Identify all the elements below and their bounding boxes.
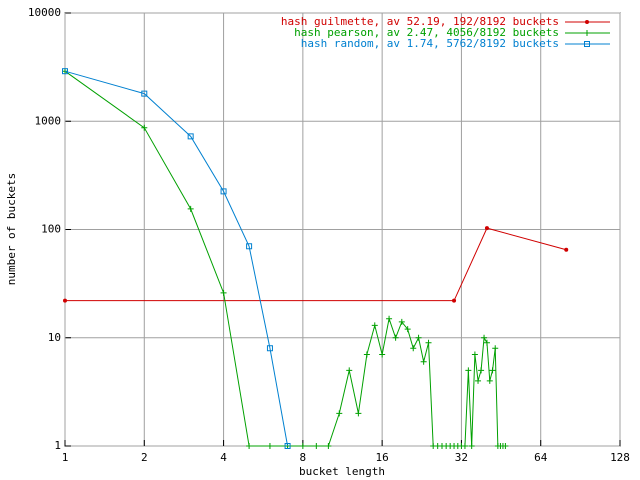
legend-label: hash pearson, av 2.47, 4056/8192 buckets: [294, 26, 559, 39]
point-marker: [502, 443, 509, 449]
point-marker: [425, 339, 432, 346]
point-marker: [299, 443, 306, 449]
point-marker: [266, 443, 273, 449]
point-marker: [483, 339, 490, 346]
point-marker: [452, 298, 457, 303]
point-marker: [355, 410, 362, 417]
point-marker: [410, 345, 417, 352]
point-marker: [62, 68, 68, 75]
y-tick-label: 100: [41, 223, 61, 236]
point-marker: [363, 351, 370, 358]
y-tick-label: 10: [48, 331, 61, 344]
point-marker: [386, 315, 393, 322]
point-marker: [141, 124, 148, 131]
point-marker: [187, 205, 194, 212]
point-marker: [484, 226, 489, 231]
point-marker: [564, 247, 569, 252]
point-marker: [346, 367, 353, 374]
series-line: [64, 70, 506, 447]
series-line: [65, 227, 567, 302]
x-tick-label: 2: [141, 451, 148, 464]
legend-label: hash random, av 1.74, 5762/8192 buckets: [301, 37, 559, 50]
point-marker: [379, 351, 386, 358]
x-tick-label: 8: [300, 451, 307, 464]
point-marker: [371, 322, 378, 329]
point-marker: [404, 326, 411, 333]
point-marker: [584, 41, 590, 47]
point-marker: [63, 298, 67, 303]
point-marker: [465, 367, 472, 374]
point-marker: [471, 351, 478, 358]
point-marker: [481, 334, 488, 341]
point-marker: [246, 443, 253, 449]
y-axis-label: number of buckets: [5, 173, 18, 286]
point-marker: [584, 30, 590, 36]
point-marker: [284, 443, 291, 449]
point-marker: [478, 367, 485, 374]
point-marker: [313, 443, 320, 449]
legend-label: hash guilmette, av 52.19, 192/8192 bucke…: [281, 15, 559, 28]
point-marker: [392, 334, 399, 341]
point-marker: [475, 377, 482, 384]
point-marker: [489, 367, 496, 374]
x-axis-label: bucket length: [299, 465, 385, 478]
point-marker: [398, 318, 405, 325]
y-tick-label: 1000: [35, 114, 62, 127]
y-tick-label: 10000: [28, 6, 61, 19]
point-marker: [336, 410, 343, 417]
point-marker: [585, 20, 589, 24]
point-marker: [220, 289, 227, 296]
point-marker: [220, 188, 227, 195]
x-tick-label: 1: [62, 451, 69, 464]
point-marker: [420, 358, 427, 365]
point-marker: [187, 133, 194, 140]
point-marker: [415, 334, 422, 341]
series-line: [64, 70, 289, 447]
x-tick-label: 64: [534, 451, 548, 464]
x-tick-label: 4: [220, 451, 227, 464]
x-tick-label: 16: [376, 451, 389, 464]
point-marker: [325, 443, 332, 449]
point-marker: [141, 90, 148, 97]
point-marker: [468, 443, 475, 449]
x-tick-label: 32: [455, 451, 468, 464]
point-marker: [246, 243, 253, 250]
point-marker: [266, 345, 273, 352]
point-marker: [486, 377, 493, 384]
y-tick-label: 1: [54, 439, 61, 452]
point-marker: [492, 345, 499, 352]
point-marker: [461, 443, 468, 449]
x-tick-label: 128: [610, 451, 630, 464]
